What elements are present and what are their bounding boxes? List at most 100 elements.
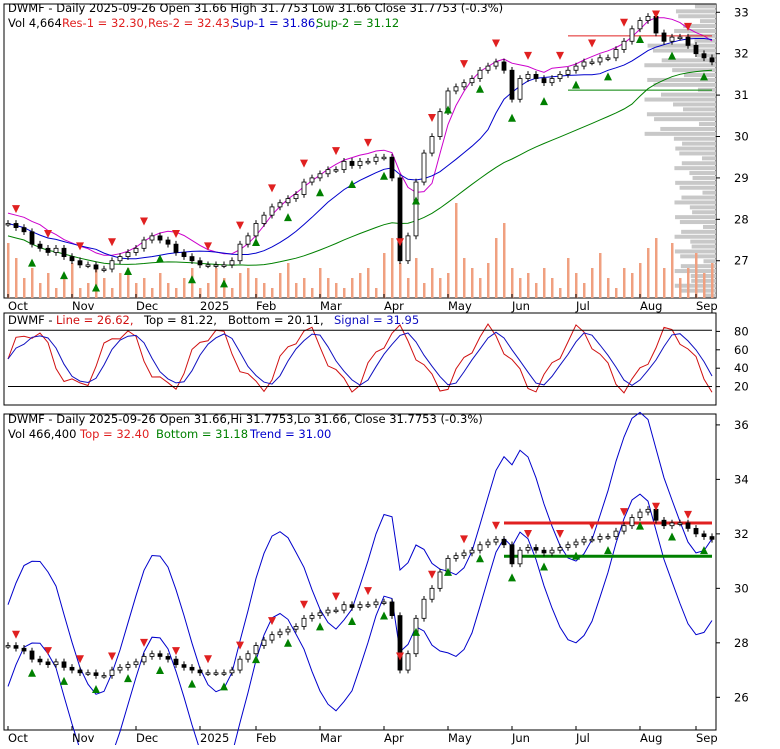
candle-body	[141, 656, 147, 663]
price-panel: 27 28 29 30 31 32 33 Oct Nov Dec 2025 Feb Mar Apr May…	[3, 1, 749, 313]
sell-arrow	[12, 205, 20, 214]
volume-bar	[687, 268, 690, 298]
candle-body	[613, 530, 619, 537]
profile-bar	[681, 229, 716, 234]
x-tick-label: May	[448, 299, 472, 313]
volume-bar	[87, 283, 90, 298]
sell-arrow	[524, 529, 532, 538]
candle-body	[581, 61, 587, 67]
trend-band	[7, 411, 713, 749]
candle-body	[213, 264, 219, 267]
sell-arrow	[140, 217, 148, 226]
sell-arrow	[44, 647, 52, 656]
buy-arrow	[28, 668, 36, 677]
candle-body	[405, 653, 411, 671]
candle-body	[365, 604, 371, 607]
volume-bar	[503, 223, 506, 298]
trend-header-vol: Vol 466,400	[8, 427, 76, 441]
volume-bar	[343, 288, 346, 298]
candle-body	[333, 609, 339, 613]
candle-body	[101, 675, 107, 678]
volume-bar	[671, 243, 674, 298]
candle-body	[525, 547, 531, 551]
x-tick-label: Feb	[256, 731, 276, 745]
candle-body	[565, 69, 571, 75]
candle-body	[269, 206, 275, 216]
profile-bar	[692, 175, 716, 180]
candle-body	[317, 173, 323, 179]
volume-bar	[47, 273, 50, 298]
candle-body	[701, 533, 707, 537]
candle-body	[693, 528, 699, 535]
candle-body	[29, 231, 35, 245]
buy-arrow	[412, 196, 420, 205]
trend-upper-line	[7, 411, 713, 695]
volume-bar	[463, 258, 466, 298]
buy-arrow	[636, 521, 644, 530]
candle-body	[253, 223, 259, 237]
candle-body	[397, 615, 403, 671]
volume-bar	[95, 268, 98, 298]
x-tick-label: Sep	[696, 299, 718, 313]
ma-slow-line	[7, 69, 713, 266]
volume-bar	[711, 263, 714, 298]
volume-bar	[695, 253, 698, 298]
candle-body	[677, 36, 683, 40]
candle-body	[53, 661, 59, 666]
profile-bar	[680, 288, 716, 293]
profile-bar	[674, 166, 716, 171]
volume-bar	[159, 273, 162, 298]
buy-arrow	[188, 679, 196, 688]
profile-bar	[672, 68, 716, 73]
candle-body	[69, 256, 75, 262]
volume-bar	[367, 268, 370, 298]
sell-arrow	[236, 641, 244, 650]
volume-bar	[391, 238, 394, 298]
trend-header-line1: DWMF - Daily 2025-09-26 Open 31.66,Hi 31…	[8, 412, 483, 426]
sell-arrow	[652, 10, 660, 19]
y-tick-label: 28	[734, 212, 749, 226]
y-tick-label: 29	[734, 171, 749, 185]
x-tick-label: Jun	[511, 731, 530, 745]
volume-bar	[167, 283, 170, 298]
candle-body	[181, 252, 187, 257]
candle-body	[421, 152, 427, 183]
buy-arrow	[284, 638, 292, 647]
candle-body	[133, 247, 139, 253]
profile-bar	[675, 215, 716, 220]
candle-body	[157, 235, 163, 241]
profile-bar	[654, 117, 716, 122]
volume-bar	[143, 278, 146, 298]
trend-header-top: Top = 32.40	[79, 427, 149, 441]
candle-body	[421, 598, 427, 619]
x-tick-label: Jul	[575, 299, 590, 313]
stochastic-plot-frame	[3, 312, 717, 406]
stoch-signal-line	[7, 331, 713, 387]
candle-body	[197, 669, 203, 674]
candle-body	[629, 28, 635, 42]
candle-body	[693, 45, 699, 55]
candle-body	[197, 260, 203, 266]
candle-body	[213, 672, 219, 675]
candle-body	[293, 626, 299, 630]
y-tick-label: 32	[734, 47, 749, 61]
sell-arrow	[492, 39, 500, 48]
volume-bar	[455, 203, 458, 298]
candle-body	[37, 243, 43, 249]
x-tick-label: 2025	[200, 731, 229, 745]
candle-body	[189, 256, 195, 262]
sell-arrow	[108, 652, 116, 661]
candle-body	[149, 235, 155, 241]
candle-body	[45, 661, 51, 666]
volume-bar	[15, 258, 18, 298]
volume-bar	[31, 268, 34, 298]
buy-arrow	[380, 171, 388, 180]
candle-body	[613, 49, 619, 59]
trend-lower-line	[7, 493, 713, 749]
volume-bar	[615, 288, 618, 298]
volume-bar	[487, 263, 490, 298]
candle-body	[557, 547, 563, 551]
candle-body	[637, 511, 643, 518]
buy-arrow	[28, 258, 36, 267]
x-tick-label: Apr	[384, 731, 404, 745]
